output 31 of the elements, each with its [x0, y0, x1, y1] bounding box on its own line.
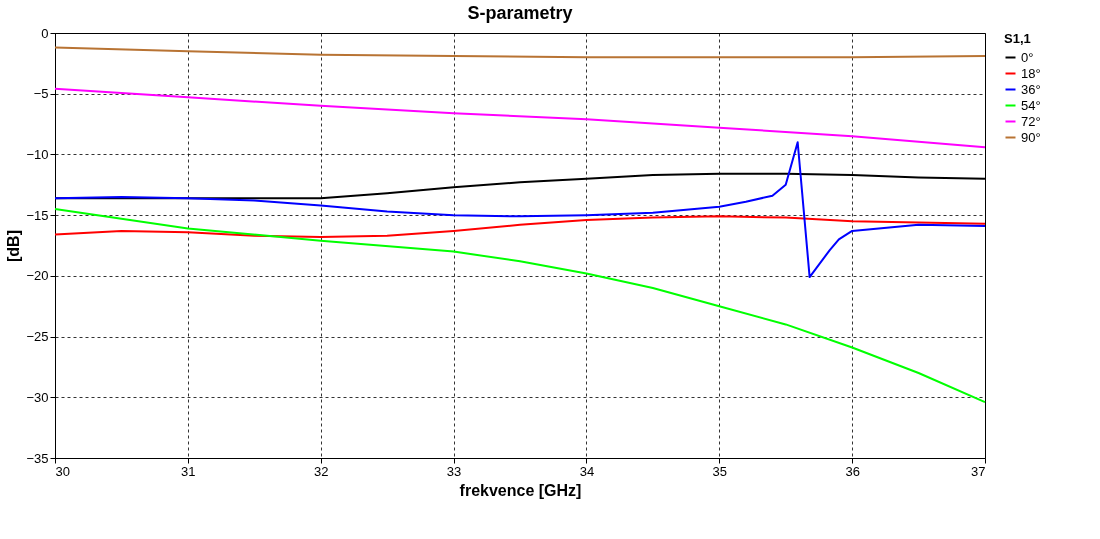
y-tick-label: −35	[26, 450, 49, 466]
legend-label: 0°	[1021, 49, 1034, 65]
x-tick-label: 31	[181, 463, 196, 479]
x-tick-label: 37	[971, 463, 986, 479]
line-series	[54, 215, 986, 238]
legend-label: 90°	[1021, 129, 1041, 145]
legend-label: 54°	[1021, 97, 1041, 113]
y-tick-label: −30	[26, 389, 49, 405]
y-tick-label: 0	[41, 25, 49, 41]
y-tick-label: −25	[26, 329, 49, 345]
y-tick-label: −10	[26, 146, 49, 162]
y-tick-label: −5	[33, 86, 49, 102]
y-tick-label: −15	[26, 207, 49, 223]
line-series	[54, 46, 986, 59]
x-tick-label: 34	[579, 463, 595, 479]
legend-label: 72°	[1021, 113, 1041, 129]
y-axis-title: [dB]	[5, 230, 23, 262]
line-series	[54, 87, 986, 149]
x-tick-label: 35	[712, 463, 728, 479]
legend-label: 18°	[1021, 65, 1041, 81]
legend-label: 36°	[1021, 81, 1041, 97]
legend-title: S1,1	[1004, 31, 1031, 46]
y-tick-label: −20	[26, 268, 49, 284]
x-axis-title: frekvence [GHz]	[459, 481, 582, 499]
line-series	[54, 141, 986, 279]
x-tick-label: 32	[313, 463, 329, 479]
line-series	[54, 208, 986, 404]
x-tick-label: 36	[845, 463, 860, 479]
x-tick-label: 33	[446, 463, 462, 479]
chart-title: S-parametry	[467, 3, 573, 23]
x-tick-label: 30	[55, 463, 70, 479]
